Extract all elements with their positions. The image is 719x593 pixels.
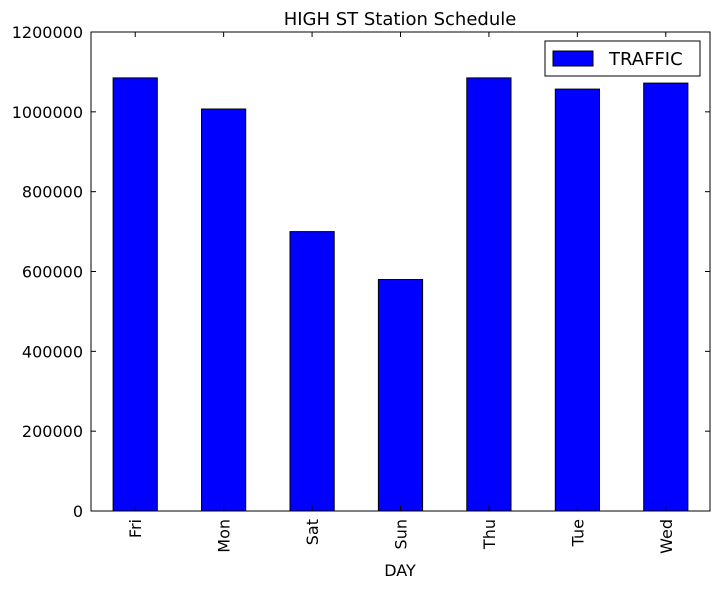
x-tick-label: Wed [657, 519, 676, 554]
x-tick-label: Sun [392, 519, 411, 549]
ticks-layer [91, 31, 710, 512]
bar-mon [201, 108, 247, 512]
x-tick-label: Mon [215, 519, 234, 553]
y-tick-label: 1000000 [12, 103, 83, 122]
legend-swatch [552, 50, 594, 67]
legend: TRAFFIC [544, 40, 701, 77]
y-tick-label: 0 [73, 502, 83, 521]
x-tick-labels: Fri Mon Sat Sun Thu Tue Wed [126, 519, 676, 554]
y-tick-label: 1200000 [12, 23, 83, 42]
x-tick-label: Thu [480, 519, 499, 550]
x-axis-label: DAY [384, 561, 416, 580]
bar-sat [289, 231, 335, 512]
bar-sun [377, 279, 424, 512]
bar-thu [466, 77, 512, 512]
y-tick-label: 400000 [22, 342, 83, 361]
x-tick-label: Sat [303, 519, 322, 545]
chart-title: HIGH ST Station Schedule [284, 9, 517, 30]
bar-tue [554, 88, 600, 512]
bar-fri [112, 77, 158, 512]
legend-label: TRAFFIC [608, 49, 683, 70]
y-tick-labels: 0 200000 400000 600000 800000 1000000 1200000 [12, 23, 83, 521]
y-tick-label: 600000 [22, 263, 83, 282]
y-tick-label: 200000 [22, 422, 83, 441]
bar-wed [643, 82, 689, 512]
y-tick-label: 800000 [22, 183, 83, 202]
x-tick-label: Fri [126, 519, 145, 538]
bars-layer [112, 77, 689, 512]
x-tick-label: Tue [568, 519, 587, 547]
